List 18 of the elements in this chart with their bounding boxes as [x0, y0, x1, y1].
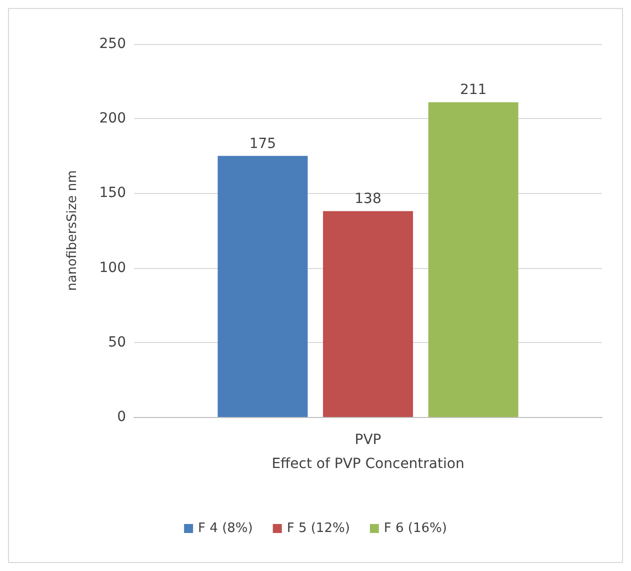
x-axis-title: Effect of PVP Concentration: [272, 456, 464, 472]
legend-label: F 6 (16%): [384, 521, 447, 536]
y-tick-label: 50: [108, 334, 126, 350]
legend-label: F 4 (8%): [198, 521, 253, 536]
legend-label: F 5 (12%): [286, 521, 350, 536]
bar: [428, 102, 518, 417]
y-tick-label: 250: [99, 36, 126, 52]
y-tick-label: 0: [117, 409, 126, 425]
x-tick-label: PVP: [354, 432, 382, 448]
data-label: 138: [354, 191, 382, 208]
y-axis-title: nanofibersSize nm: [65, 170, 80, 291]
bar: [323, 211, 413, 417]
y-tick-label: 150: [99, 185, 126, 202]
y-tick-label: 200: [99, 110, 126, 127]
data-label: 175: [249, 136, 276, 152]
y-tick-label: 100: [99, 260, 126, 276]
data-label: 211: [460, 82, 487, 98]
bar: [218, 156, 308, 417]
